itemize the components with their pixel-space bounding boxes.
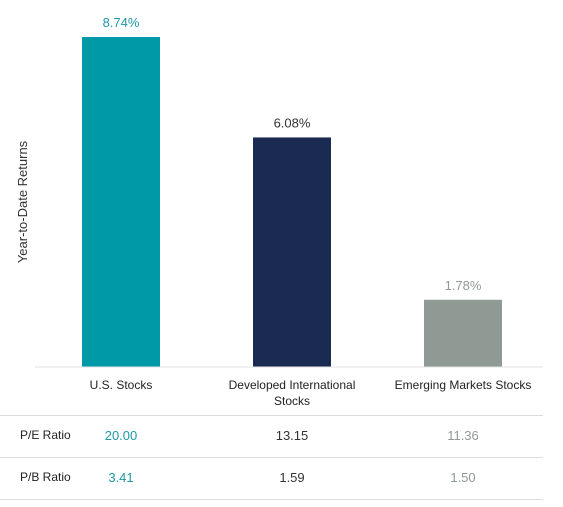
- table-divider: [0, 415, 543, 416]
- bar-chart: Year-to-Date Returns 8.74% 6.08% 1.78% U.S…: [15, 15, 543, 408]
- bar-3: [424, 299, 502, 367]
- bar-1: [82, 37, 160, 367]
- metric-value: 11.36: [447, 428, 479, 443]
- bar-value-label-2: 6.08%: [274, 115, 311, 130]
- category-label-3: Emerging Markets Stocks: [395, 378, 532, 392]
- metric-value: 13.15: [275, 428, 309, 443]
- metric-name: P/E Ratio: [20, 428, 71, 442]
- category-label-2: Developed International Stocks: [229, 378, 356, 408]
- metric-value: 3.41: [108, 470, 134, 485]
- bar-value-label-3: 1.78%: [445, 278, 482, 293]
- table-divider: [0, 499, 543, 500]
- bar-2: [253, 137, 331, 367]
- bar-value-label-1: 8.74%: [103, 15, 140, 30]
- y-axis-label: Year-to-Date Returns: [15, 140, 30, 263]
- table-divider: [0, 457, 543, 458]
- category-label-1: U.S. Stocks: [90, 378, 153, 392]
- metric-value: 1.59: [279, 470, 305, 485]
- metric-value: 20.00: [104, 428, 138, 443]
- metric-name: P/B Ratio: [20, 470, 71, 484]
- metric-value: 1.50: [450, 470, 476, 485]
